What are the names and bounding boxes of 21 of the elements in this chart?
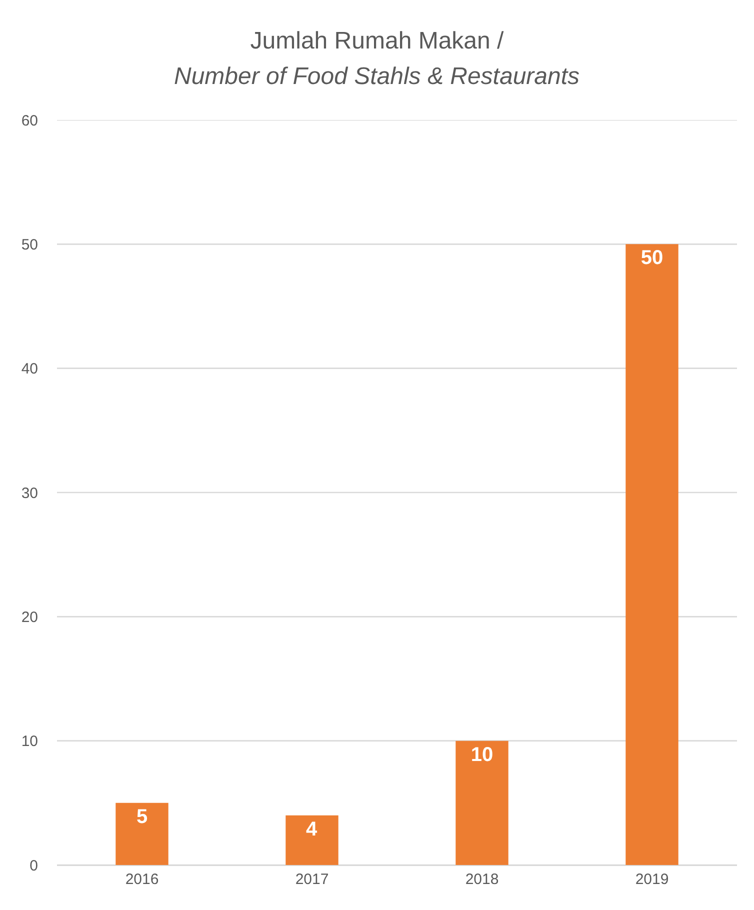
x-tick-label: 2018: [465, 871, 499, 888]
y-tick-label: 0: [30, 857, 38, 874]
data-label: 50: [640, 247, 664, 270]
bar: [456, 740, 508, 865]
data-label: 4: [306, 818, 318, 840]
y-tick-label: 20: [21, 608, 38, 626]
x-tick-label: 2019: [635, 871, 669, 888]
chart-subtitle: Number of Food Stahls & Restaurants: [174, 63, 580, 90]
x-tick-label: 2016: [125, 871, 159, 888]
y-tick-label: 40: [21, 360, 38, 378]
y-tick-label: 60: [21, 112, 38, 130]
bar: [286, 815, 338, 865]
y-tick-label: 10: [21, 733, 38, 750]
y-tick-label: 50: [21, 236, 38, 254]
y-tick-label: 30: [21, 484, 38, 502]
data-label: 10: [470, 744, 494, 766]
bar: [116, 802, 168, 865]
data-label: 5: [136, 806, 148, 828]
bar: [626, 244, 678, 865]
x-tick-label: 2017: [295, 871, 329, 888]
chart-title: Jumlah Rumah Makan /: [250, 27, 504, 54]
